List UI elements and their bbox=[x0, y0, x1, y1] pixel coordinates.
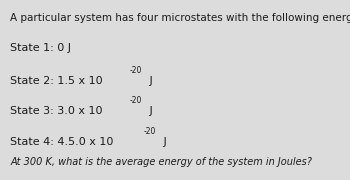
Text: A particular system has four microstates with the following energy levels.: A particular system has four microstates… bbox=[10, 13, 350, 23]
Text: -20: -20 bbox=[130, 66, 142, 75]
Text: State 2: 1.5 x 10: State 2: 1.5 x 10 bbox=[10, 76, 103, 86]
Text: J: J bbox=[160, 137, 167, 147]
Text: -20: -20 bbox=[144, 127, 156, 136]
Text: -20: -20 bbox=[130, 96, 142, 105]
Text: State 1: 0 J: State 1: 0 J bbox=[10, 43, 71, 53]
Text: -20: -20 bbox=[144, 127, 156, 136]
Text: J: J bbox=[146, 76, 153, 86]
Text: -20: -20 bbox=[130, 96, 142, 105]
Text: -20: -20 bbox=[130, 66, 142, 75]
Text: State 4: 4.5.0 x 10: State 4: 4.5.0 x 10 bbox=[10, 137, 114, 147]
Text: At 300 K, what is the average energy of the system in Joules?: At 300 K, what is the average energy of … bbox=[10, 157, 312, 167]
Text: State 3: 3.0 x 10: State 3: 3.0 x 10 bbox=[10, 106, 103, 116]
Text: J: J bbox=[146, 106, 153, 116]
